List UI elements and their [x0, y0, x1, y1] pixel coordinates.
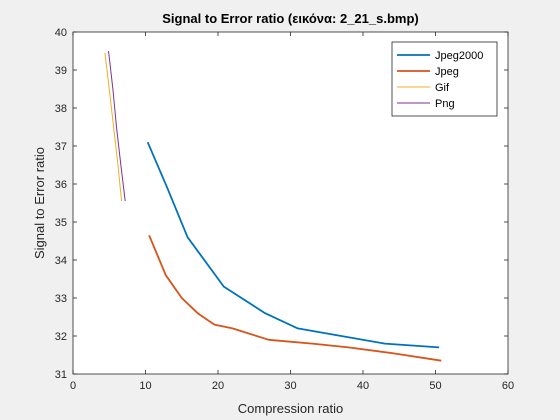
x-tick-label: 60 [502, 380, 514, 392]
x-axis-ticks: 0 10 20 30 40 50 60 [70, 32, 514, 392]
legend-entry: Gif [435, 82, 450, 94]
y-axis-ticks: 31 32 33 34 35 36 37 38 39 40 [55, 27, 508, 381]
legend: Jpeg2000 Jpeg Gif Png [391, 41, 498, 117]
legend-entry: Png [435, 98, 455, 110]
legend-entry: Jpeg [435, 66, 459, 78]
x-tick-label: 20 [212, 380, 224, 392]
chart-title: Signal to Error ratio (εικόνα: 2_21_s.bm… [162, 11, 418, 26]
y-tick-label: 34 [55, 255, 67, 267]
series-line-jpeg2000 [146, 141, 440, 349]
series-line-jpeg [148, 234, 442, 362]
y-tick-label: 31 [55, 369, 67, 381]
y-tick-label: 35 [55, 217, 67, 229]
legend-entry: Jpeg2000 [435, 50, 483, 62]
y-axis-label: Signal to Error ratio [32, 147, 47, 259]
y-tick-label: 38 [55, 103, 67, 115]
x-tick-label: 10 [139, 380, 151, 392]
y-tick-label: 32 [55, 331, 67, 343]
y-tick-label: 36 [55, 179, 67, 191]
y-tick-label: 39 [55, 65, 67, 77]
x-axis-label: Compression ratio [238, 401, 344, 416]
y-tick-label: 37 [55, 141, 67, 153]
x-tick-label: 40 [357, 380, 369, 392]
x-tick-label: 50 [429, 380, 441, 392]
x-tick-label: 30 [284, 380, 296, 392]
y-tick-label: 40 [55, 27, 67, 39]
series-layer [104, 50, 442, 362]
y-tick-label: 33 [55, 293, 67, 305]
x-tick-label: 0 [70, 380, 76, 392]
series-line-png [108, 50, 126, 202]
series-line-gif [104, 52, 123, 202]
